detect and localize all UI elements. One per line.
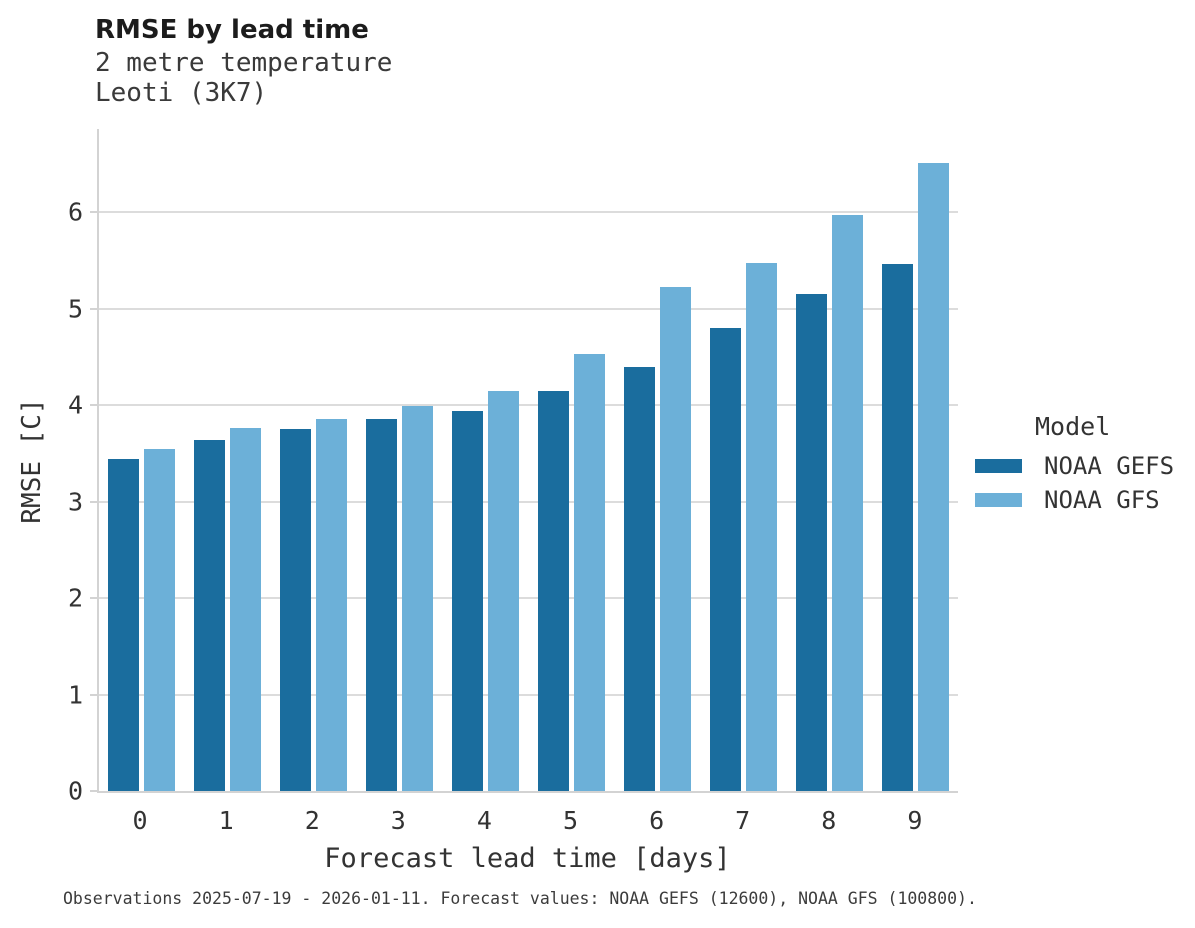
x-tick-label-3: 3 <box>390 806 406 835</box>
y-tick-mark-4 <box>90 404 97 406</box>
bar-group-day-8 <box>786 129 872 791</box>
bar-noaa-gfs-day-7 <box>745 263 777 791</box>
y-tick-mark-1 <box>90 693 97 696</box>
bar-noaa-gfs-day-2 <box>316 418 348 791</box>
bar-noaa-gefs-day-4 <box>452 410 484 791</box>
y-tick-label-0: 0 <box>67 776 83 806</box>
bar-noaa-gfs-day-0 <box>144 449 176 791</box>
x-tick-label-5: 5 <box>562 806 579 835</box>
bar-noaa-gefs-day-3 <box>366 419 398 791</box>
chart-title: RMSE by lead time <box>95 15 369 45</box>
y-axis-title: RMSE [C] <box>17 398 47 524</box>
y-tick-label-5: 5 <box>67 294 83 323</box>
gridline-y-6 <box>99 211 958 213</box>
bar-group-day-7 <box>700 129 786 791</box>
x-axis-tick-labels: 0 1 2 3 4 5 6 7 8 9 <box>97 806 958 836</box>
bar-group-day-5 <box>529 129 615 791</box>
legend-title: Model <box>1035 412 1111 441</box>
y-tick-mark-0 <box>90 790 97 792</box>
chart-subtitle-line1: 2 metre temperature <box>95 48 393 78</box>
y-tick-mark-3 <box>90 500 97 503</box>
legend-item-noaa-gefs: NOAA GEFS <box>975 449 1174 483</box>
x-tick-label-6: 6 <box>649 806 665 835</box>
x-axis-title: Forecast lead time [days] <box>324 843 731 874</box>
legend-swatch-icon <box>975 459 1022 473</box>
bar-group-day-4 <box>443 129 529 791</box>
y-tick-mark-6 <box>90 211 97 213</box>
x-tick-label-9: 9 <box>907 806 923 835</box>
bar-noaa-gefs-day-2 <box>280 429 312 791</box>
legend-label: NOAA GFS <box>1044 486 1160 514</box>
bar-noaa-gefs-day-1 <box>194 439 226 791</box>
x-tick-label-0: 0 <box>132 806 148 835</box>
bar-noaa-gefs-day-7 <box>709 327 741 791</box>
bar-group-day-6 <box>614 129 700 791</box>
y-tick-label-1: 1 <box>67 680 83 709</box>
bar-series <box>99 129 958 791</box>
y-tick-label-2: 2 <box>67 583 83 613</box>
gridline-y-1 <box>99 693 958 696</box>
bar-noaa-gefs-day-8 <box>795 294 827 791</box>
bar-noaa-gfs-day-6 <box>659 287 691 791</box>
chart-subtitle-line2: Leoti (3K7) <box>95 78 268 108</box>
x-tick-label-7: 7 <box>735 806 751 835</box>
y-tick-mark-5 <box>90 307 97 310</box>
gridline-y-2 <box>99 597 958 599</box>
bar-noaa-gefs-day-9 <box>881 264 913 791</box>
bar-noaa-gfs-day-8 <box>831 214 863 791</box>
legend-label: NOAA GEFS <box>1044 452 1175 480</box>
bar-noaa-gfs-day-9 <box>917 162 949 791</box>
plot-area: 0 1 2 3 4 5 6 <box>68 129 958 804</box>
bar-noaa-gefs-day-6 <box>623 367 655 791</box>
x-tick-label-4: 4 <box>476 806 492 835</box>
bar-group-day-9 <box>872 129 958 791</box>
y-tick-label-6: 6 <box>67 197 83 227</box>
y-tick-mark-2 <box>90 597 97 599</box>
bar-noaa-gfs-day-5 <box>573 353 605 791</box>
bar-noaa-gfs-day-3 <box>402 405 434 791</box>
bar-group-day-0 <box>99 129 185 791</box>
x-tick-label-1: 1 <box>218 806 234 835</box>
bar-noaa-gfs-day-4 <box>488 391 520 791</box>
bar-noaa-gfs-day-1 <box>230 428 262 791</box>
bar-group-day-3 <box>357 129 443 791</box>
x-tick-label-2: 2 <box>304 806 320 835</box>
gridline-y-5 <box>99 307 958 310</box>
y-tick-label-4: 4 <box>67 390 83 420</box>
bar-noaa-gefs-day-5 <box>537 390 569 791</box>
caption: Observations 2025-07-19 - 2026-01-11. Fo… <box>63 889 977 908</box>
bar-group-day-2 <box>271 129 357 791</box>
legend: Model NOAA GEFS NOAA GFS <box>975 410 1174 517</box>
legend-swatch-icon <box>975 493 1022 507</box>
bar-noaa-gefs-day-0 <box>108 459 140 791</box>
gridline-y-4 <box>99 404 958 406</box>
legend-items: NOAA GEFS NOAA GFS <box>975 449 1174 517</box>
bar-group-day-1 <box>185 129 271 791</box>
y-tick-label-3: 3 <box>67 487 83 516</box>
x-tick-label-8: 8 <box>821 806 837 835</box>
legend-item-noaa-gfs: NOAA GFS <box>975 483 1174 517</box>
gridline-y-3 <box>99 500 958 503</box>
